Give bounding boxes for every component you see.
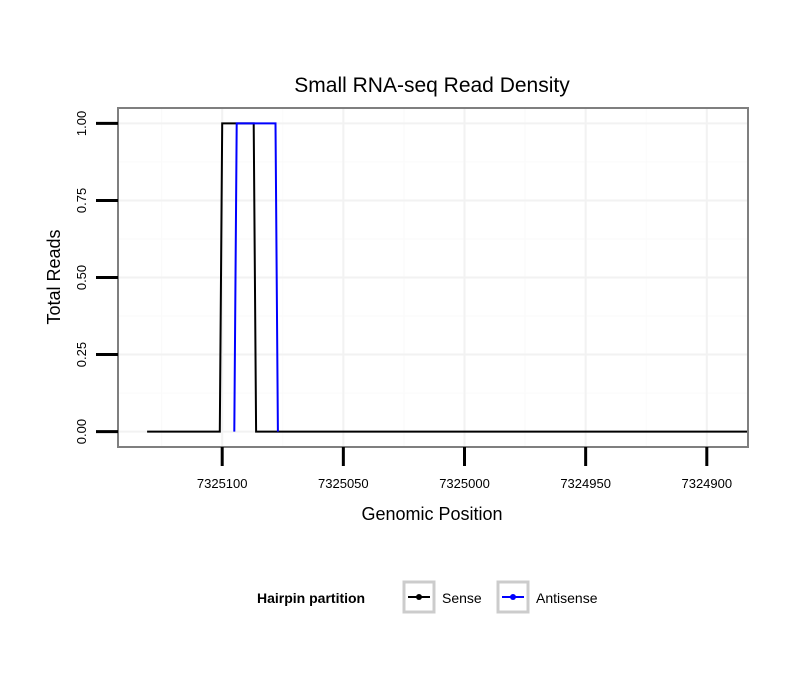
chart-title: Small RNA-seq Read Density	[294, 74, 570, 97]
series-layer	[147, 122, 748, 433]
x-tick-label-3: 7324950	[560, 476, 611, 491]
y-tick-label-3: 0.75	[74, 188, 89, 213]
y-tick-label-0: 0.00	[74, 419, 89, 444]
legend-label-sense: Sense	[442, 590, 482, 606]
x-axis: 7325100 7325050 7325000 7324950 7324900	[197, 447, 732, 491]
legend-title: Hairpin partition	[257, 590, 365, 606]
legend: Hairpin partition Sense Antisense	[257, 580, 598, 614]
x-tick-label-0: 7325100	[197, 476, 248, 491]
series-line-antisense	[233, 122, 279, 432]
y-axis-title: Total Reads	[44, 229, 64, 324]
y-tick-label-1: 0.25	[74, 342, 89, 367]
y-tick-label-2: 0.50	[74, 265, 89, 290]
legend-label-antisense: Antisense	[536, 590, 598, 606]
legend-key-antisense-point	[510, 594, 516, 600]
x-tick-label-2: 7325000	[439, 476, 490, 491]
x-tick-label-4: 7324900	[681, 476, 732, 491]
x-tick-label-1: 7325050	[318, 476, 369, 491]
y-tick-label-4: 1.00	[74, 111, 89, 136]
x-axis-title: Genomic Position	[361, 504, 502, 524]
y-axis: 0.00 0.25 0.50 0.75 1.00	[74, 111, 118, 444]
legend-key-sense-point	[416, 594, 422, 600]
